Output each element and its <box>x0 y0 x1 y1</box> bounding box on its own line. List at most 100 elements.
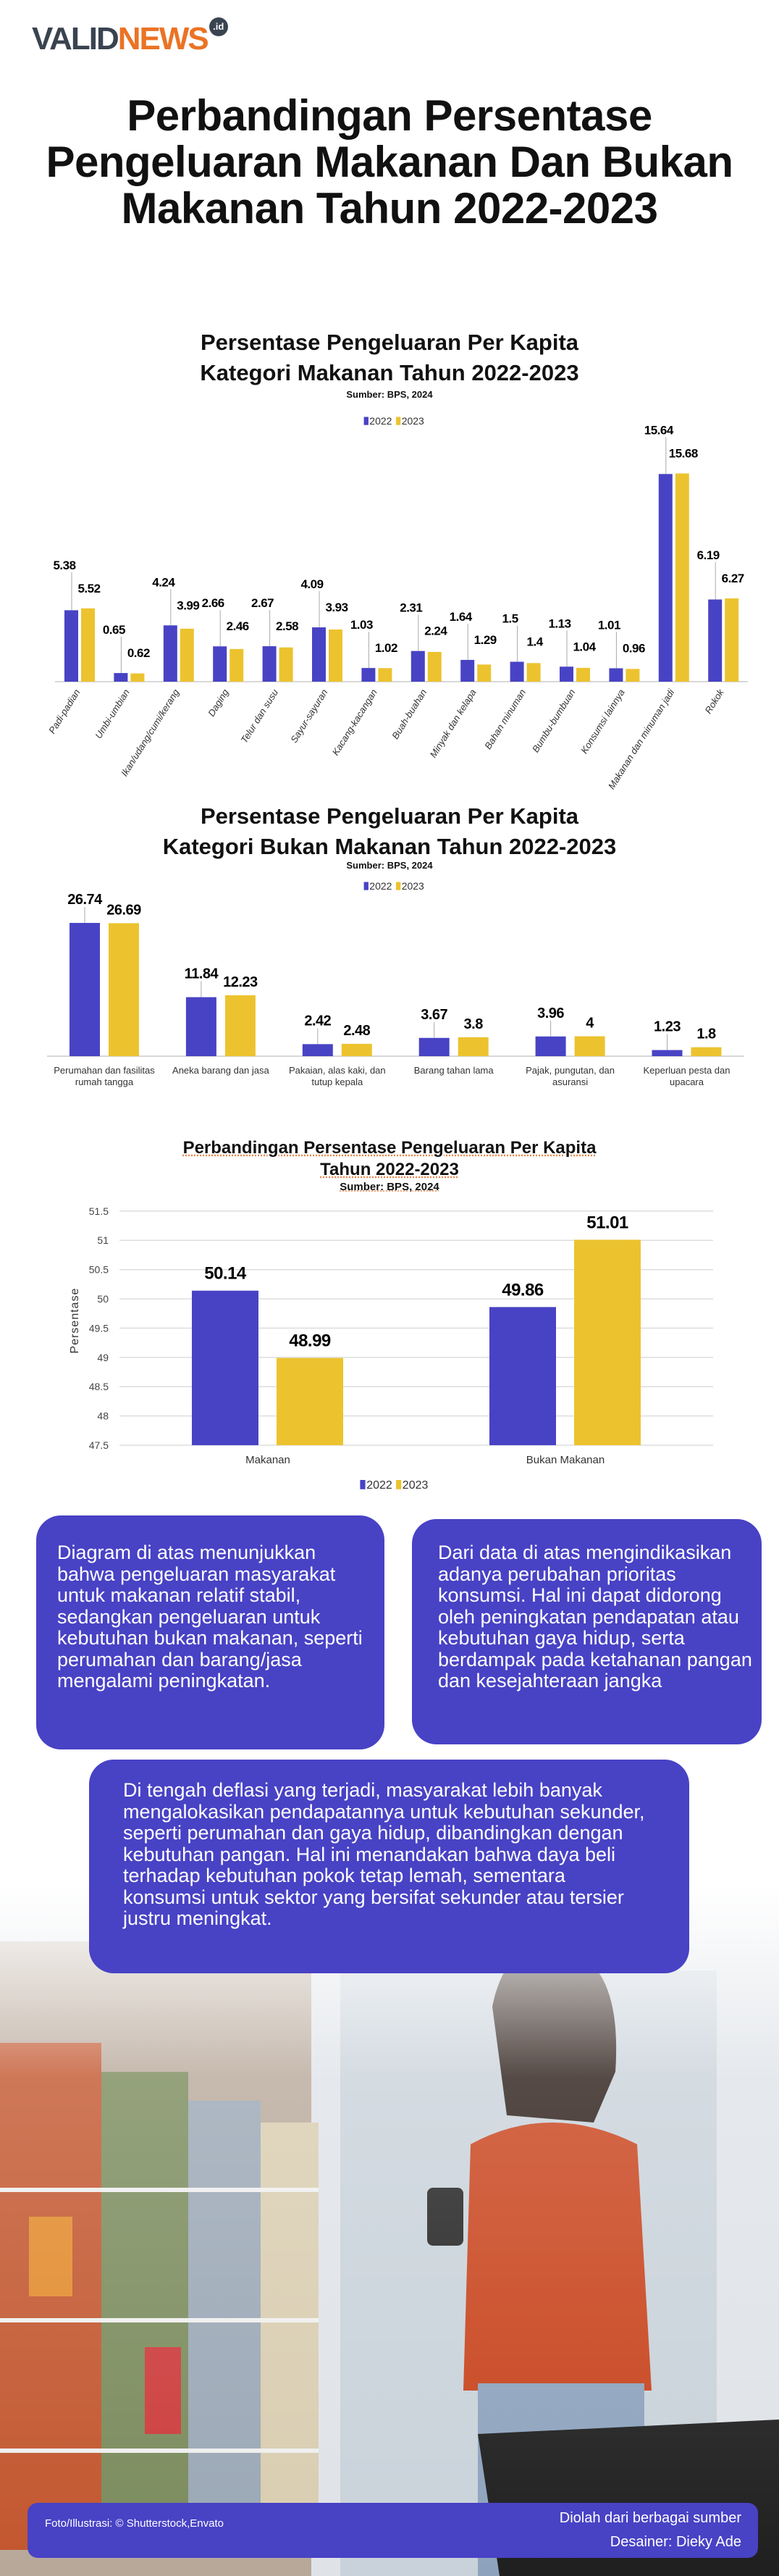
legend-label-2023: 2023 <box>402 415 424 427</box>
insight-box-3: Di tengah deflasi yang terjadi, masyarak… <box>89 1760 689 1973</box>
bar-2023 <box>477 664 492 682</box>
chart3-title-line2: Tahun 2022-2023 <box>320 1160 459 1179</box>
category-label: Kacang-kacangan <box>330 687 379 758</box>
category-label: Telur dan susu <box>238 687 280 745</box>
logo-badge: .id <box>209 17 228 36</box>
bar-2022 <box>312 627 326 682</box>
bar-2023 <box>277 1358 343 1445</box>
category-label: tutup kepala <box>311 1076 363 1087</box>
bar-2023 <box>725 598 739 682</box>
data-label-2022: 4.24 <box>152 575 175 589</box>
data-label-2022: 1.23 <box>654 1019 681 1035</box>
bar-2022 <box>213 646 227 682</box>
bar-2023 <box>378 668 392 682</box>
bar-2022 <box>361 668 376 682</box>
data-label-2023: 2.24 <box>424 624 447 638</box>
legend-swatch-2023 <box>396 882 401 890</box>
bar-2023 <box>109 923 139 1056</box>
bar-2022 <box>64 610 78 682</box>
category-label: Pakaian, alas kaki, dan <box>289 1065 386 1076</box>
data-label-2022: 1.03 <box>350 618 373 632</box>
bar-2023 <box>279 647 293 682</box>
chart3-title-line1: Perbandingan Persentase Pengeluaran Per … <box>182 1138 597 1158</box>
category-label: Rokok <box>702 686 726 715</box>
shopping-woman-illustration <box>0 1883 779 2576</box>
category-label: Umbi-umbian <box>93 687 132 741</box>
source-note: Diolah dari berbagai sumber <box>559 2510 741 2526</box>
bar-2023 <box>230 648 244 682</box>
data-label-2023: 2.58 <box>276 619 298 633</box>
insight-box-1: Diagram di atas menunjukkan bahwa pengel… <box>36 1515 384 1749</box>
bar-2022 <box>410 651 425 682</box>
data-label-2022: 1.64 <box>450 610 473 624</box>
category-label: Pajak, pungutan, dan <box>526 1065 615 1076</box>
legend-swatch-2022 <box>363 417 369 425</box>
y-tick-label: 49 <box>97 1352 109 1363</box>
chart3-comparison: 47.5 48 48.5 49 49.5 50 50.5 51 51.5 Persentase 50… <box>69 1205 713 1492</box>
data-label-2022: 0.65 <box>103 623 125 637</box>
bar-2023 <box>675 473 689 682</box>
data-label-2022: 2.67 <box>251 596 274 610</box>
legend-swatch-2023 <box>396 1480 402 1489</box>
chart2-title-line1: Persentase Pengeluaran Per Kapita <box>200 803 579 829</box>
bar-2023 <box>81 608 95 682</box>
validnews-logo: VALIDNEWS .id <box>32 17 228 58</box>
data-label-2022: 49.86 <box>502 1280 544 1300</box>
logo-text-news: NEWS <box>117 21 209 57</box>
category-label: rumah tangga <box>75 1076 134 1087</box>
category-label: Minyak dan kelapa <box>428 687 479 760</box>
bar-2023 <box>574 1036 605 1056</box>
category-label: Aneka barang dan jasa <box>172 1065 269 1076</box>
bar-2023 <box>224 995 256 1056</box>
chart3-source: Sumber: BPS, 2024 <box>340 1181 439 1193</box>
data-label-2022: 2.66 <box>202 596 224 610</box>
bar-2023 <box>576 667 590 682</box>
data-label-2023: 0.62 <box>127 646 150 660</box>
bar-2022 <box>163 625 177 682</box>
chart1-title-line1: Persentase Pengeluaran Per Kapita <box>200 330 579 355</box>
legend-label-2022: 2022 <box>369 415 392 427</box>
data-label-2023: 48.99 <box>289 1331 331 1351</box>
bar-2022 <box>70 923 100 1056</box>
y-tick-label: 48 <box>97 1410 109 1422</box>
chart1-title-line2: Kategori Makanan Tahun 2022-2023 <box>200 360 579 385</box>
bar-2022 <box>302 1044 333 1056</box>
category-label: Bukan Makanan <box>526 1454 605 1466</box>
legend-label-2023: 2023 <box>403 1479 429 1492</box>
category-label: Sayur-sayuran <box>288 687 329 745</box>
insight-box-2: Dari data di atas mengindikasikan adanya… <box>412 1519 762 1744</box>
data-label-2023: 51.01 <box>586 1213 628 1232</box>
legend-label-2022: 2022 <box>369 880 392 892</box>
bar-2022 <box>510 661 524 682</box>
category-label: asuransi <box>552 1076 588 1087</box>
data-label-2022: 26.74 <box>67 892 103 908</box>
data-label-2023: 1.4 <box>527 635 544 649</box>
data-label-2022: 2.42 <box>304 1013 331 1029</box>
data-label-2023: 1.04 <box>573 640 596 653</box>
supermarket-photo <box>0 1883 779 2576</box>
bar-2023 <box>341 1043 372 1056</box>
bar-2022 <box>262 646 277 682</box>
category-label: Ikan/udang/cumi/kerang <box>119 687 182 778</box>
legend-swatch-2022 <box>363 882 369 890</box>
data-label-2022: 15.64 <box>644 424 674 438</box>
chart1-title-block: Persentase Pengeluaran Per Kapita Katego… <box>0 327 779 401</box>
data-label-2022: 2.31 <box>400 601 422 615</box>
bar-2022 <box>560 666 573 682</box>
bar-2022 <box>658 474 673 682</box>
data-label-2022: 5.38 <box>53 559 75 572</box>
category-label: Perumahan dan fasilitas <box>54 1065 155 1076</box>
data-label-2023: 1.29 <box>474 633 497 647</box>
data-label-2022: 1.5 <box>502 612 518 626</box>
data-label-2022: 11.84 <box>185 966 219 982</box>
bar-2022 <box>114 673 128 682</box>
category-label: Buah-buahan <box>390 687 429 741</box>
bar-2023 <box>180 628 194 682</box>
bar-2023 <box>130 673 145 682</box>
bar-2022 <box>652 1050 683 1056</box>
category-label: Padi-padian <box>46 687 82 736</box>
chart2-title-block: Persentase Pengeluaran Per Kapita Katego… <box>0 801 779 872</box>
chart1-food: 2022 2023 5.385.52 Padi-padian 0.650.62 Umbi-… <box>46 415 748 791</box>
bar-2023 <box>329 629 342 682</box>
